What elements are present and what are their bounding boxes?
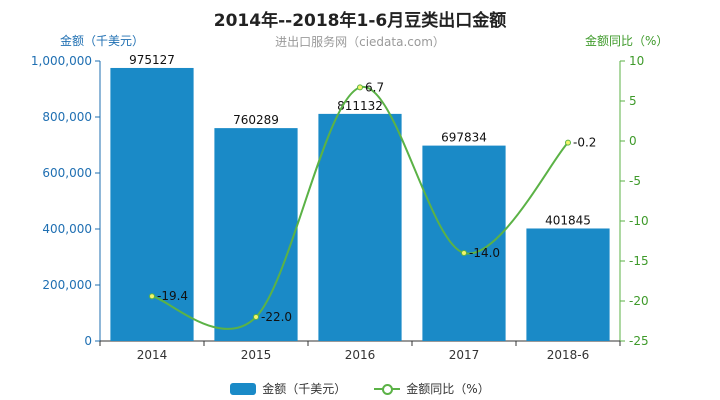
bar-value-label: 975127 [129, 53, 175, 67]
left-tick-label: 0 [84, 334, 92, 348]
legend-item-bar[interactable]: 金额（千美元） [230, 380, 346, 397]
bar [214, 128, 298, 341]
line-point [253, 314, 259, 320]
line-value-label: 6.7 [365, 80, 384, 94]
right-tick-label: -10 [629, 214, 649, 228]
line-value-label: -19.4 [157, 289, 188, 303]
left-tick-label: 200,000 [42, 278, 92, 292]
right-tick-label: 0 [629, 134, 637, 148]
left-axis-title: 金额（千美元） [60, 34, 145, 48]
right-tick-label: -5 [629, 174, 641, 188]
x-tick-label: 2017 [449, 348, 480, 362]
bar [422, 145, 506, 341]
right-tick-label: -15 [629, 254, 649, 268]
bar-value-label: 811132 [337, 99, 383, 113]
left-tick-label: 1,000,000 [31, 54, 92, 68]
left-tick-label: 600,000 [42, 166, 92, 180]
chart-legend: 金额（千美元） 金额同比（%） [0, 380, 720, 397]
bar [318, 113, 402, 341]
legend-item-line[interactable]: 金额同比（%） [374, 380, 490, 397]
legend-swatch-line [374, 383, 401, 395]
right-axis-title: 金额同比（%） [585, 34, 669, 48]
bar-value-label: 760289 [233, 113, 279, 127]
legend-label-bar: 金额（千美元） [262, 382, 347, 396]
line-point [565, 139, 571, 146]
bar [526, 228, 610, 341]
left-tick-label: 800,000 [42, 110, 92, 124]
chart-subtitle: 进出口服务网（ciedata.com） [275, 35, 445, 49]
x-tick-label: 2016 [345, 348, 376, 362]
x-tick-label: 2015 [241, 348, 272, 362]
legend-swatch-bar [230, 382, 257, 395]
line-value-label: -22.0 [261, 310, 292, 324]
legend-label-line: 金额同比（%） [406, 382, 490, 396]
right-tick-label: 5 [629, 94, 637, 108]
bar-value-label: 697834 [441, 131, 487, 145]
line-value-label: -14.0 [469, 246, 500, 260]
x-tick-label: 2014 [137, 348, 168, 362]
line-point [357, 84, 363, 91]
right-tick-label: 10 [629, 54, 644, 68]
left-tick-label: 400,000 [42, 222, 92, 236]
line-point [461, 250, 467, 256]
chart-title: 2014年--2018年1-6月豆类出口金额 [213, 11, 507, 31]
right-tick-label: -25 [629, 334, 649, 348]
line-point [149, 293, 155, 300]
x-tick-label: 2018-6 [547, 348, 590, 362]
line-value-label: -0.2 [573, 136, 596, 150]
bar-value-label: 401845 [545, 213, 591, 227]
right-tick-label: -20 [629, 294, 649, 308]
